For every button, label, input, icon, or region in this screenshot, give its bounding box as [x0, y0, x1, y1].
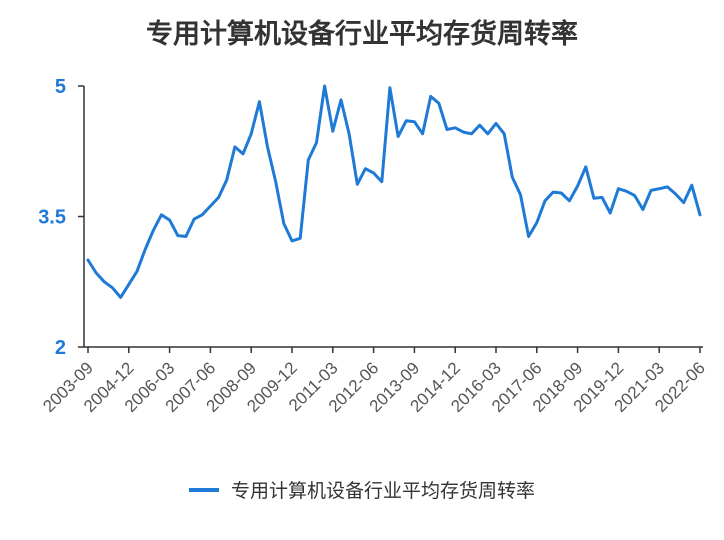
y-axis: 23.55	[38, 76, 85, 359]
legend-swatch	[188, 487, 219, 492]
x-axis: 2003-092004-122006-032007-062008-092009-…	[39, 346, 709, 416]
chart-title: 专用计算机设备行业平均存货周转率	[146, 19, 578, 50]
legend-label: 专用计算机设备行业平均存货周转率	[230, 480, 535, 502]
y-tick-label: 5	[55, 76, 66, 98]
series-layer	[86, 84, 702, 299]
y-tick-label: 3.5	[38, 207, 66, 229]
series-line	[86, 84, 702, 299]
y-tick-label: 2	[55, 337, 66, 359]
legend: 专用计算机设备行业平均存货周转率	[0, 476, 724, 503]
